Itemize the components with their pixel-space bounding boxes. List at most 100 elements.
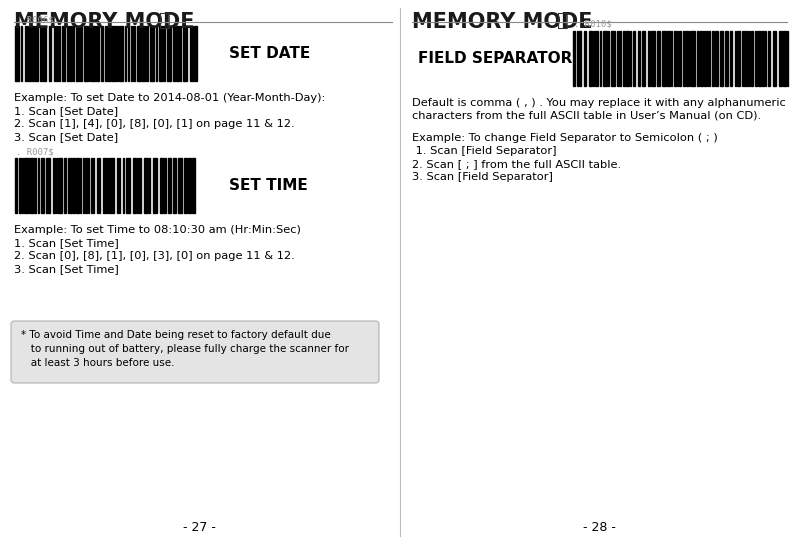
Text: 3. Scan [Field Separator]: 3. Scan [Field Separator] bbox=[412, 172, 553, 182]
Bar bbox=[667, 31, 670, 86]
Bar bbox=[146, 26, 148, 81]
Text: SET TIME: SET TIME bbox=[229, 178, 308, 193]
Bar bbox=[110, 158, 114, 213]
Bar bbox=[758, 31, 761, 86]
Bar bbox=[139, 158, 141, 213]
Bar bbox=[41, 158, 44, 213]
Bar bbox=[608, 31, 609, 86]
Bar bbox=[686, 31, 688, 86]
Bar bbox=[149, 158, 150, 213]
Bar bbox=[128, 26, 129, 81]
Bar bbox=[715, 31, 718, 86]
Bar bbox=[64, 158, 66, 213]
Bar bbox=[600, 31, 601, 86]
Bar bbox=[28, 26, 31, 81]
Bar bbox=[194, 26, 197, 81]
Text: 3. Scan [Set Time]: 3. Scan [Set Time] bbox=[14, 264, 119, 274]
Bar bbox=[116, 26, 118, 81]
Bar bbox=[59, 26, 60, 81]
Bar bbox=[611, 31, 615, 86]
Bar bbox=[84, 26, 88, 81]
Bar bbox=[626, 31, 629, 86]
Bar bbox=[677, 31, 678, 86]
Bar bbox=[712, 31, 714, 86]
Bar bbox=[96, 26, 99, 81]
Bar bbox=[595, 31, 598, 86]
Bar bbox=[160, 158, 163, 213]
Bar bbox=[46, 158, 50, 213]
Bar bbox=[768, 31, 770, 86]
Bar bbox=[167, 26, 171, 81]
Bar bbox=[156, 26, 157, 81]
Bar bbox=[173, 26, 175, 81]
Bar bbox=[123, 158, 124, 213]
Bar bbox=[15, 26, 19, 81]
Bar bbox=[14, 158, 199, 213]
Bar bbox=[131, 26, 132, 81]
Bar bbox=[80, 26, 82, 81]
Bar bbox=[163, 26, 165, 81]
Bar bbox=[642, 31, 645, 86]
Bar bbox=[99, 158, 100, 213]
Bar bbox=[54, 26, 55, 81]
Bar bbox=[173, 158, 176, 213]
Bar bbox=[70, 26, 72, 81]
Bar bbox=[24, 158, 28, 213]
Bar bbox=[22, 158, 23, 213]
Bar bbox=[619, 31, 621, 86]
Bar bbox=[573, 31, 575, 86]
Bar bbox=[15, 158, 17, 213]
Bar bbox=[762, 31, 764, 86]
Bar bbox=[38, 158, 39, 213]
Bar bbox=[97, 158, 98, 213]
Text: FIELD SEPARATOR: FIELD SEPARATOR bbox=[418, 51, 573, 66]
Bar bbox=[142, 26, 145, 81]
Bar bbox=[14, 26, 199, 81]
Bar bbox=[73, 158, 75, 213]
Bar bbox=[617, 31, 618, 86]
Bar bbox=[107, 158, 109, 213]
Bar bbox=[633, 31, 635, 86]
Bar bbox=[735, 31, 736, 86]
Bar bbox=[108, 26, 110, 81]
Bar bbox=[630, 31, 631, 86]
Text: - 27 -: - 27 - bbox=[183, 521, 215, 534]
Text: 2. Scan [ ; ] from the full ASCII table.: 2. Scan [ ; ] from the full ASCII table. bbox=[412, 159, 621, 169]
Bar bbox=[125, 26, 126, 81]
Bar bbox=[765, 31, 766, 86]
Bar bbox=[133, 26, 135, 81]
Text: MEMORY MODE: MEMORY MODE bbox=[412, 12, 593, 32]
Bar bbox=[783, 31, 786, 86]
Bar bbox=[137, 158, 138, 213]
Bar bbox=[180, 26, 181, 81]
Bar bbox=[159, 26, 162, 81]
Text: . R007$: . R007$ bbox=[16, 147, 54, 156]
Bar bbox=[25, 26, 27, 81]
Bar bbox=[19, 158, 21, 213]
Bar bbox=[720, 31, 723, 86]
Text: 1. Scan [Set Time]: 1. Scan [Set Time] bbox=[14, 238, 119, 248]
Bar bbox=[83, 158, 84, 213]
Bar bbox=[67, 26, 69, 81]
Bar bbox=[623, 31, 625, 86]
Bar bbox=[73, 26, 74, 81]
Bar bbox=[749, 31, 750, 86]
Bar bbox=[730, 31, 732, 86]
Bar bbox=[76, 26, 79, 81]
Bar bbox=[657, 31, 660, 86]
Bar bbox=[725, 31, 728, 86]
Text: - 28 -: - 28 - bbox=[583, 521, 616, 534]
Text: 2. Scan [0], [8], [1], [0], [3], [0] on page 11 & 12.: 2. Scan [0], [8], [1], [0], [3], [0] on … bbox=[14, 251, 295, 261]
Bar bbox=[101, 26, 103, 81]
Bar bbox=[76, 158, 79, 213]
Bar bbox=[49, 26, 51, 81]
Bar bbox=[43, 26, 46, 81]
Bar bbox=[651, 31, 655, 86]
Bar bbox=[779, 31, 782, 86]
Text: * To avoid Time and Date being reset to factory default due
   to running out of: * To avoid Time and Date being reset to … bbox=[21, 330, 349, 368]
Bar bbox=[70, 158, 72, 213]
Bar bbox=[111, 26, 115, 81]
Bar bbox=[572, 31, 790, 86]
Bar bbox=[137, 26, 141, 81]
Bar bbox=[707, 31, 708, 86]
